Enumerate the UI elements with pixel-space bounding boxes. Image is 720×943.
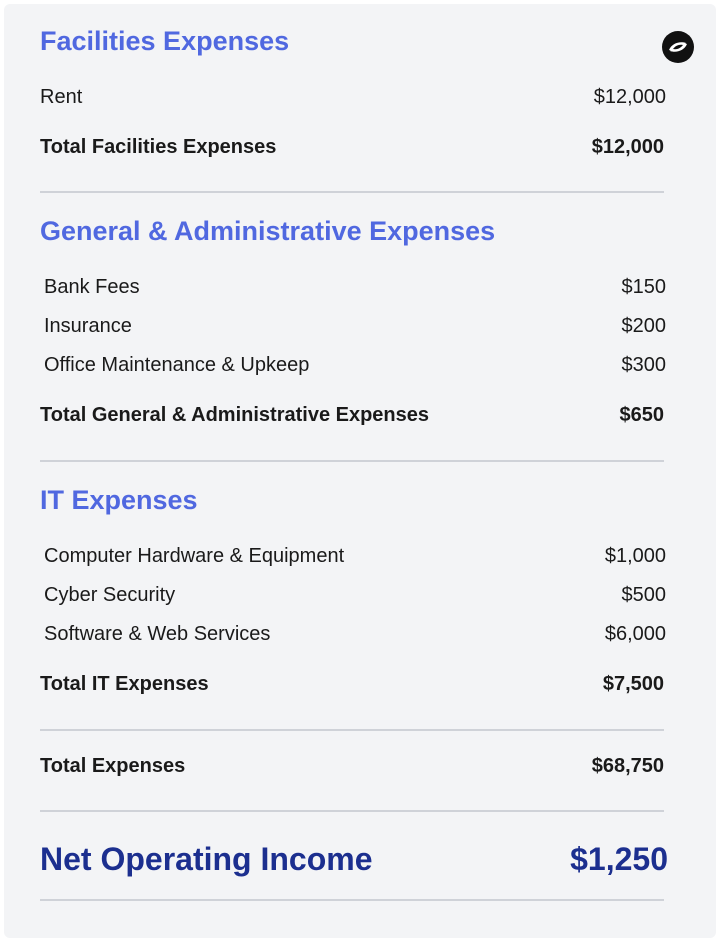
line-item-value: $150 bbox=[621, 276, 667, 298]
facilities-total-row: Total Facilities Expenses $12,000 bbox=[40, 136, 666, 159]
section-divider bbox=[40, 810, 664, 812]
total-expenses-row: Total Expenses $68,750 bbox=[40, 755, 666, 778]
line-item: Computer Hardware & Equipment $1,000 bbox=[40, 545, 666, 568]
line-item-label: Cyber Security bbox=[44, 584, 176, 606]
line-item-label: Rent bbox=[40, 86, 83, 108]
line-item: Bank Fees $150 bbox=[40, 276, 666, 299]
general-admin-total-row: Total General & Administrative Expenses … bbox=[40, 404, 666, 427]
line-item-value: $12,000 bbox=[593, 86, 666, 108]
total-value: $7,500 bbox=[602, 673, 664, 695]
expense-summary-card: Facilities Expenses Rent $12,000 Total F… bbox=[4, 4, 716, 938]
line-item-value: $6,000 bbox=[604, 623, 666, 645]
total-value: $650 bbox=[619, 404, 665, 426]
line-item: Office Maintenance & Upkeep $300 bbox=[40, 354, 666, 377]
total-expenses-value: $68,750 bbox=[591, 755, 664, 777]
line-item-value: $1,000 bbox=[604, 545, 666, 567]
net-income-label: Net Operating Income bbox=[40, 841, 373, 877]
total-value: $12,000 bbox=[591, 136, 664, 158]
brand-logo-icon bbox=[662, 31, 694, 63]
line-item-value: $500 bbox=[621, 584, 667, 606]
section-title-it: IT Expenses bbox=[40, 485, 198, 515]
line-item-label: Insurance bbox=[44, 315, 132, 337]
section-divider bbox=[40, 191, 664, 193]
total-expenses-label: Total Expenses bbox=[40, 755, 186, 777]
net-income-value: $1,250 bbox=[570, 841, 668, 877]
line-item-label: Office Maintenance & Upkeep bbox=[44, 354, 310, 376]
line-item: Software & Web Services $6,000 bbox=[40, 623, 666, 646]
line-item-label: Software & Web Services bbox=[44, 623, 271, 645]
it-total-row: Total IT Expenses $7,500 bbox=[40, 673, 666, 696]
line-item: Cyber Security $500 bbox=[40, 584, 666, 607]
section-title-facilities: Facilities Expenses bbox=[40, 26, 290, 56]
line-item: Insurance $200 bbox=[40, 315, 666, 338]
line-item-value: $200 bbox=[621, 315, 667, 337]
section-title-general-admin: General & Administrative Expenses bbox=[40, 216, 496, 246]
line-item: Rent $12,000 bbox=[40, 86, 666, 109]
bottom-divider bbox=[40, 899, 664, 901]
total-label: Total General & Administrative Expenses bbox=[40, 404, 430, 426]
net-operating-income-row: Net Operating Income $1,250 bbox=[40, 841, 668, 878]
line-item-label: Computer Hardware & Equipment bbox=[44, 545, 345, 567]
line-item-label: Bank Fees bbox=[44, 276, 140, 298]
section-divider bbox=[40, 460, 664, 462]
total-label: Total IT Expenses bbox=[40, 673, 209, 695]
line-item-value: $300 bbox=[621, 354, 667, 376]
section-divider bbox=[40, 729, 664, 731]
total-label: Total Facilities Expenses bbox=[40, 136, 277, 158]
